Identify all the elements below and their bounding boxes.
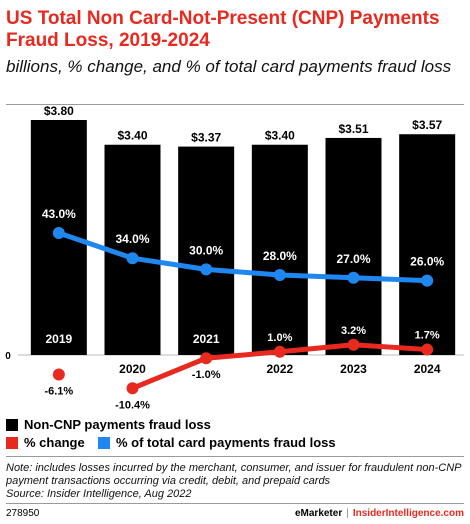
chart-title: US Total Non Card-Not-Present (CNP) Paym…	[6, 8, 440, 51]
legend-item-share: % of total card payments fraud loss	[98, 435, 336, 450]
legend-swatch-blue	[98, 436, 110, 449]
chart-id: 278950	[6, 508, 40, 519]
share-label-2024: 26.0%	[410, 255, 444, 269]
legend-item-non-cnp: Non-CNP payments fraud loss	[6, 417, 211, 432]
share-label-2021: 30.0%	[189, 243, 223, 257]
share-point-2021	[200, 263, 213, 276]
share-point-2024	[421, 274, 434, 287]
change-point-2024	[421, 343, 434, 356]
source-text: Source: Insider Intelligence, Aug 2022	[6, 488, 192, 500]
share-point-2020	[126, 252, 139, 265]
x-tick-label-2020: 2020	[119, 362, 146, 376]
bar-value-label-2020: $3.40	[117, 129, 147, 143]
change-point-2021	[200, 352, 213, 365]
change-label-2020: -10.4%	[115, 399, 150, 410]
legend-item-change: % change	[6, 435, 85, 450]
legend-label-change: % change	[24, 435, 85, 450]
brand-emarketer: eMarketer	[294, 508, 343, 519]
chart-note: Note: includes losses incurred by the me…	[6, 462, 464, 501]
share-point-2022	[273, 269, 286, 281]
legend-swatch-red	[6, 436, 18, 449]
bar-2024	[399, 134, 456, 355]
bar-value-label-2019: $3.80	[44, 104, 74, 118]
change-label-2019: -6.1%	[44, 386, 73, 398]
bar-2023	[325, 137, 382, 355]
bar-2021	[178, 146, 235, 355]
share-point-2019	[52, 227, 65, 239]
x-tick-label-2022: 2022	[266, 362, 293, 376]
change-point-2020	[126, 382, 139, 395]
bar-value-label-2024: $3.57	[412, 118, 442, 132]
change-label-2021: -1.0%	[192, 369, 221, 381]
bar-value-label-2021: $3.37	[191, 131, 221, 145]
x-tick-label-2021: 2021	[193, 332, 220, 346]
change-label-2024: 1.7%	[415, 330, 440, 342]
note-text: Note: includes losses incurred by the me…	[6, 462, 462, 487]
share-point-2023	[347, 271, 360, 284]
x-tick-label-2024: 2024	[414, 362, 441, 376]
change-point-2022	[273, 345, 286, 358]
change-point-2019	[52, 368, 65, 381]
share-line	[58, 230, 428, 284]
x-tick-label-2019: 2019	[45, 332, 72, 346]
legend-swatch-black	[6, 418, 18, 431]
footer-divider	[6, 503, 464, 504]
legend-label-share: % of total card payments fraud loss	[116, 435, 336, 450]
brand-separator: |	[346, 508, 349, 519]
brand-insider: InsiderIntelligence.com	[352, 508, 464, 519]
footer: 278950 eMarketer | InsiderIntelligence.com	[6, 508, 464, 519]
zero-tick-label: 0	[5, 351, 11, 362]
change-label-2023: 3.2%	[341, 325, 366, 337]
change-point-2023	[347, 338, 360, 351]
brand-logo: eMarketer | InsiderIntelligence.com	[295, 508, 464, 519]
share-label-2019: 43.0%	[42, 207, 76, 221]
x-tick-label-2023: 2023	[340, 362, 367, 376]
change-label-2022: 1.0%	[267, 332, 292, 344]
bar-value-label-2023: $3.51	[338, 122, 368, 136]
share-label-2023: 27.0%	[336, 252, 370, 266]
bar-2022	[251, 144, 308, 355]
chart-subtitle: billions, % change, and % of total card …	[6, 57, 452, 76]
share-label-2020: 34.0%	[115, 232, 149, 246]
bottom-divider	[6, 456, 464, 457]
bar-value-label-2022: $3.40	[265, 129, 295, 143]
legend-label-non-cnp: Non-CNP payments fraud loss	[24, 417, 211, 432]
share-label-2022: 28.0%	[263, 249, 297, 263]
fraud-loss-chart: 0 $3.80 $3.40 $3.37 $3.40 $3.51 $3.57 2019 2020 2…	[5, 104, 464, 410]
top-divider	[6, 104, 464, 105]
